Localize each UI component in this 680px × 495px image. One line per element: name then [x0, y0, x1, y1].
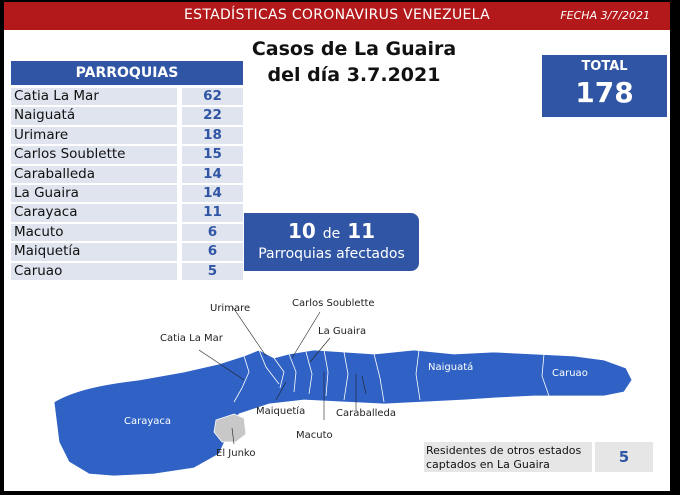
map-label-caruao: Caruao: [552, 368, 588, 379]
total-value: 178: [575, 76, 634, 109]
parroquia-cases: 14: [182, 184, 243, 203]
map-label-carlos-soublette: Carlos Soublette: [292, 298, 375, 309]
total-box: TOTAL 178: [542, 55, 667, 117]
residents-value: 5: [595, 442, 653, 472]
report-title: Casos de La Guaira del día 3.7.2021: [234, 36, 474, 88]
parroquias-header: PARROQUIAS: [11, 61, 243, 85]
parroquia-cases: 5: [182, 262, 243, 280]
parroquia-name: Catia La Mar: [11, 88, 177, 106]
table-row: Naiguatá 22: [11, 107, 243, 127]
table-row: Carlos Soublette 15: [11, 146, 243, 166]
parroquia-cases: 14: [182, 165, 243, 183]
parroquia-cases: 18: [182, 126, 243, 145]
parroquia-name: Carayaca: [11, 204, 177, 222]
header-title: ESTADÍSTICAS CORONAVIRUS VENEZUELA: [184, 7, 490, 23]
parroquia-name: La Guaira: [11, 184, 177, 203]
parroquia-name: Urimare: [11, 126, 177, 145]
table-row: La Guaira 14: [11, 184, 243, 205]
parroquia-cases: 6: [182, 243, 243, 261]
affected-connector: de: [322, 226, 341, 242]
parroquia-cases: 62: [182, 88, 243, 106]
map-label-la-guaira: La Guaira: [318, 326, 367, 337]
parroquias-table: Catia La Mar 62 Naiguatá 22 Urimare 18 Carlos …: [11, 88, 243, 282]
map-region-el-junko: [213, 413, 247, 443]
affected-total: 11: [347, 219, 376, 243]
map-label-maiquetia: Maiquetía: [256, 406, 306, 417]
map-label-urimare: Urimare: [210, 303, 251, 314]
header-date: FECHA 3/7/2021: [560, 9, 650, 22]
parroquia-name: Maiquetía: [11, 243, 177, 261]
table-row: Catia La Mar 62: [11, 88, 243, 108]
affected-label: Parroquias afectados: [258, 246, 405, 262]
parroquia-cases: 6: [182, 223, 243, 242]
affected-box: 10 de 11 Parroquias afectados: [244, 213, 419, 271]
map-parish-borders: [233, 349, 550, 403]
table-row: Carayaca 11: [11, 204, 243, 224]
table-row: Caraballeda 14: [11, 165, 243, 185]
table-row: Maiquetía 6: [11, 243, 243, 263]
parroquia-name: Caruao: [11, 262, 177, 280]
affected-count: 10: [287, 219, 316, 243]
map-label-catia-la-mar: Catia La Mar: [160, 333, 223, 344]
infographic-card: ESTADÍSTICAS CORONAVIRUS VENEZUELA FECHA…: [4, 2, 670, 491]
parroquia-cases: 22: [182, 107, 243, 125]
map-label-naiguata: Naiguatá: [428, 362, 474, 373]
residents-label-line1: Residentes de otros estados: [426, 444, 582, 457]
table-row: Macuto 6: [11, 223, 243, 244]
report-title-line1: Casos de La Guaira: [251, 38, 457, 60]
table-row: Caruao 5: [11, 262, 243, 282]
map-label-carayaca: Carayaca: [124, 416, 172, 427]
parroquia-name: Naiguatá: [11, 107, 177, 125]
total-label: TOTAL: [581, 59, 628, 74]
table-row: Urimare 18: [11, 126, 243, 147]
map-label-macuto: Macuto: [296, 430, 333, 441]
header-bar: ESTADÍSTICAS CORONAVIRUS VENEZUELA FECHA…: [4, 2, 670, 30]
map-leader-lines: [198, 305, 367, 445]
la-guaira-map: [53, 305, 633, 477]
parroquia-cases: 11: [182, 204, 243, 222]
parroquia-name: Carlos Soublette: [11, 146, 177, 164]
parroquia-cases: 15: [182, 146, 243, 164]
parroquia-name: Macuto: [11, 223, 177, 242]
report-title-line2: del día 3.7.2021: [267, 64, 441, 86]
map-label-caraballeda: Caraballeda: [336, 408, 397, 419]
residents-label: Residentes de otros estados captados en …: [424, 442, 592, 472]
residents-label-line2: captados en La Guaira: [426, 458, 550, 471]
map-label-el-junko: El Junko: [216, 448, 256, 459]
affected-count-line: 10 de 11: [244, 219, 419, 243]
parroquia-name: Caraballeda: [11, 165, 177, 183]
